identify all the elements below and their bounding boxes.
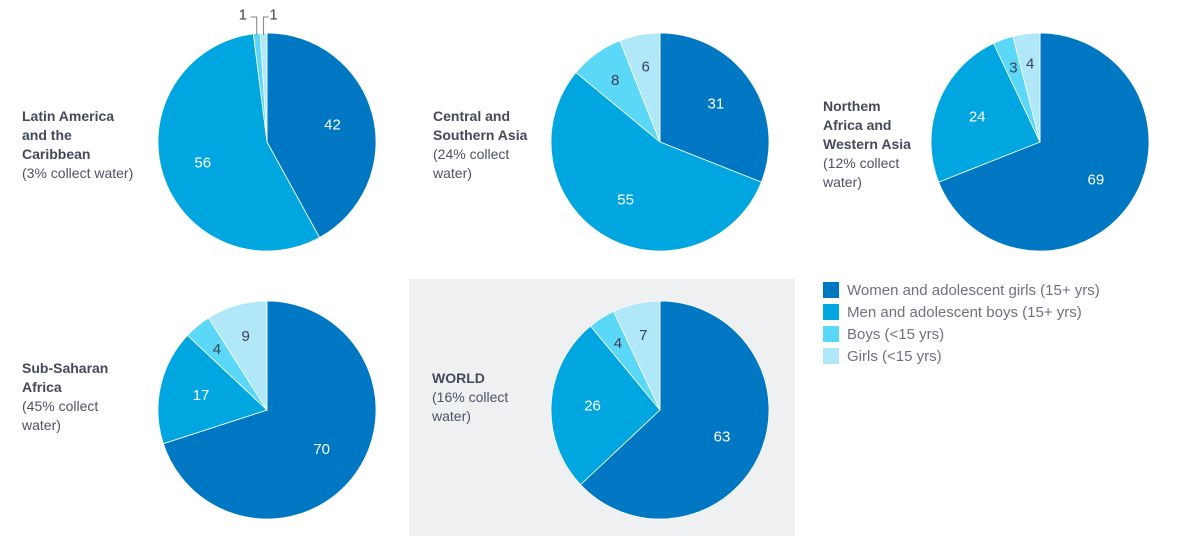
pie-slice-women — [162, 300, 377, 520]
region-title: Latin America and the Caribbean — [22, 107, 133, 164]
legend-swatch — [823, 304, 839, 320]
pie-latin-america: 42 56 1 1 — [157, 7, 377, 252]
region-title-line: Sub-Saharan — [22, 360, 109, 376]
pie-world: 63 26 4 7 — [550, 300, 770, 520]
data-label-boys: 4 — [213, 341, 221, 358]
region-subtitle: (3% collect water) — [22, 165, 134, 181]
legend-swatch — [823, 282, 839, 298]
data-label-boys: 3 — [1009, 60, 1017, 77]
data-label-women: 31 — [708, 96, 725, 113]
region-title: Central and Southern Asia — [433, 107, 527, 145]
data-label-boys: 4 — [614, 335, 622, 352]
pie-slice-men — [550, 71, 762, 252]
pie-slice-women — [659, 32, 770, 183]
pie-slice-girls — [208, 300, 268, 412]
region-subtitle: (24% collect — [433, 146, 510, 162]
region-title-line: Southern Asia — [433, 127, 528, 143]
region-subtitle: water) — [22, 417, 61, 433]
pie-slice-men — [930, 42, 1041, 183]
data-label-men: 56 — [194, 154, 211, 171]
legend-item-girls: Girls (<15 yrs) — [823, 345, 1100, 367]
pie-slice-girls — [1012, 32, 1041, 143]
region-subtitle: (12% collect — [823, 155, 900, 171]
data-label-girls: 4 — [1026, 56, 1034, 73]
pie-slice-girls — [613, 300, 661, 411]
leader-line-boys — [250, 16, 258, 35]
data-label-girls: 1 — [269, 7, 277, 24]
legend-label: Boys (<15 yrs) — [847, 325, 945, 343]
region-title: Sub-Saharan Africa — [22, 359, 108, 397]
region-subtitle: water) — [823, 174, 862, 190]
data-label-women: 63 — [714, 428, 731, 445]
region-title-line: Latin America — [22, 108, 115, 124]
legend-label: Women and adolescent girls (15+ yrs) — [847, 281, 1100, 299]
region-title-line: Western Asia — [823, 136, 911, 152]
pie-slice-women — [266, 32, 377, 239]
data-label-women: 70 — [313, 441, 330, 458]
region-label-world: WORLD (16% collect water) — [432, 369, 508, 426]
data-label-men: 17 — [193, 387, 210, 404]
data-label-boys: 1 — [239, 7, 247, 24]
pie-sub-saharan-africa: 70 17 4 9 — [157, 300, 377, 520]
leader-line-girls — [263, 16, 269, 35]
legend-item-boys: Boys (<15 yrs) — [823, 323, 1100, 345]
region-subtitle: (16% collect — [432, 389, 509, 405]
region-title-line: and the — [22, 127, 72, 143]
region-label-northern-africa-western-asia: Northem Africa and Western Asia (12% col… — [823, 97, 911, 192]
legend-item-men: Men and adolescent boys (15+ yrs) — [823, 301, 1100, 323]
pie-slice-men — [157, 334, 268, 445]
legend-label: Men and adolescent boys (15+ yrs) — [847, 303, 1082, 321]
region-title-line: Caribbean — [22, 146, 91, 162]
region-label-central-southern-asia: Central and Southern Asia (24% collect w… — [433, 107, 527, 183]
data-label-women: 42 — [324, 117, 341, 134]
data-label-men: 24 — [969, 109, 986, 126]
region-subtitle: water) — [432, 408, 471, 424]
region-title-line: WORLD — [432, 370, 485, 386]
region-title: Northem Africa and Western Asia — [823, 97, 911, 154]
pie-slice-men — [157, 33, 321, 252]
legend-swatch — [823, 348, 839, 364]
region-subtitle: (45% collect — [22, 398, 99, 414]
pie-slice-men — [550, 325, 661, 486]
legend: Women and adolescent girls (15+ yrs) Men… — [823, 279, 1100, 367]
data-label-girls: 6 — [642, 59, 650, 76]
data-label-men: 55 — [617, 192, 634, 209]
region-title-line: Africa and — [823, 117, 892, 133]
legend-item-women: Women and adolescent girls (15+ yrs) — [823, 279, 1100, 301]
region-label-latin-america: Latin America and the Caribbean (3% coll… — [22, 107, 133, 183]
pie-slice-women — [579, 300, 770, 520]
pie-northern-africa-western-asia: 69 24 3 4 — [930, 32, 1150, 252]
data-label-women: 69 — [1088, 171, 1105, 188]
region-title-line: Africa — [22, 379, 62, 395]
data-label-girls: 7 — [639, 327, 647, 344]
region-title-line: Northem — [823, 98, 881, 114]
region-subtitle: water) — [433, 165, 472, 181]
region-title: WORLD — [432, 369, 508, 388]
legend-swatch — [823, 326, 839, 342]
region-title-line: Central and — [433, 108, 511, 124]
pie-central-southern-asia: 31 55 8 6 — [550, 32, 770, 252]
data-label-men: 26 — [584, 397, 601, 414]
legend-label: Girls (<15 yrs) — [847, 347, 942, 365]
data-label-girls: 9 — [242, 328, 250, 345]
pie-slice-girls — [619, 32, 661, 143]
region-label-sub-saharan-africa: Sub-Saharan Africa (45% collect water) — [22, 359, 108, 435]
pie-slice-women — [938, 32, 1150, 252]
data-label-boys: 8 — [611, 72, 619, 89]
